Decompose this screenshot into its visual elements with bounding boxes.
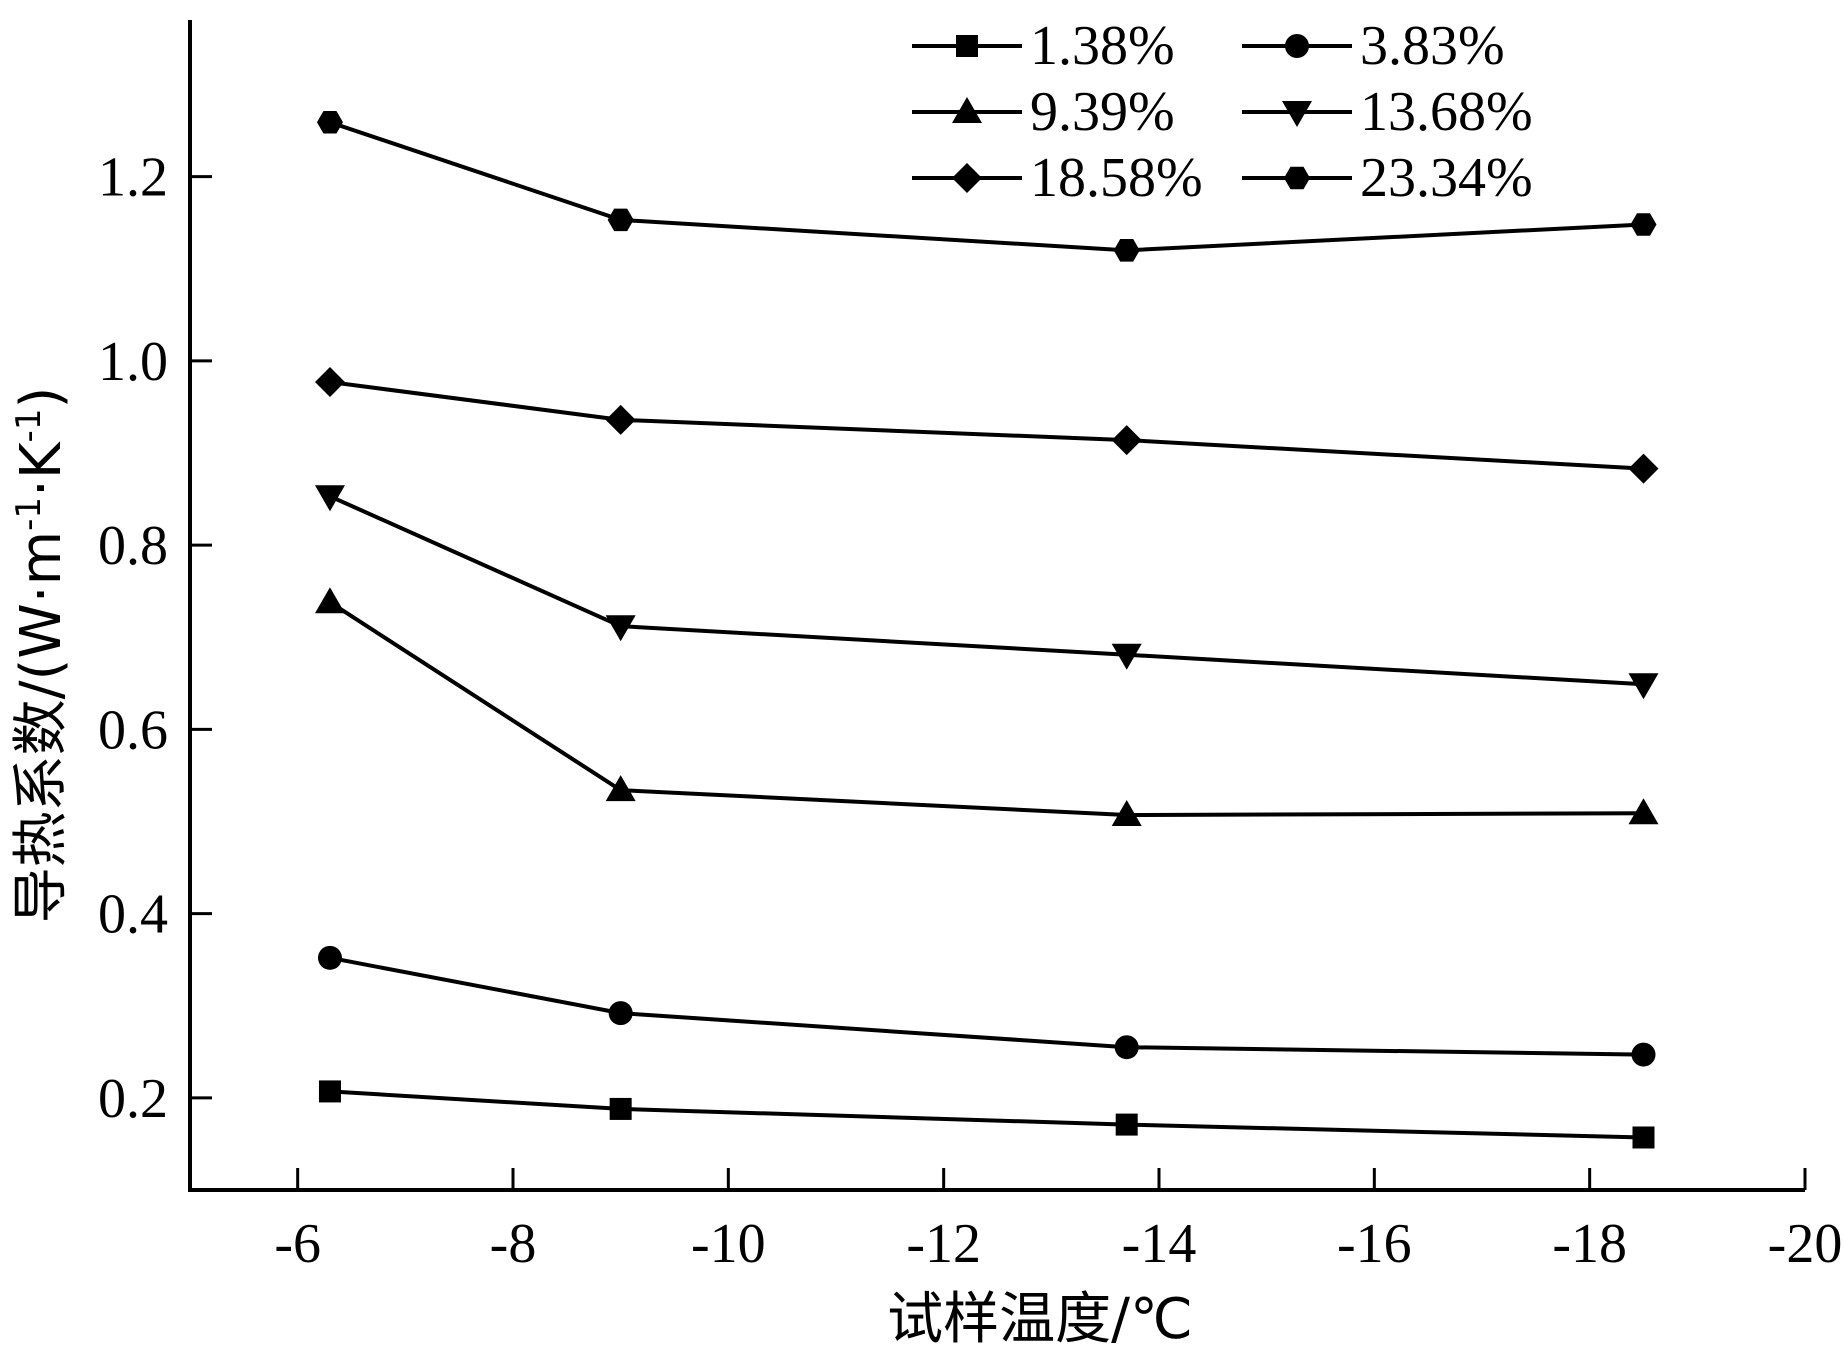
y-tick-label: 0.4	[98, 884, 168, 946]
data-point	[605, 615, 636, 642]
data-point	[1111, 643, 1142, 670]
data-point	[1115, 1113, 1138, 1136]
x-axis-title: 试样温度/℃	[887, 1287, 1193, 1352]
series-layer	[314, 111, 1659, 1149]
x-tick-label: -14	[1122, 1213, 1197, 1275]
legend-label: 13.68%	[1360, 81, 1533, 143]
data-point	[317, 945, 342, 970]
legend-label: 9.39%	[1030, 81, 1175, 143]
legend: 1.38% 3.83% 9.39% 13.68% 18.58% 23.34%	[912, 15, 1533, 209]
data-point	[316, 111, 343, 134]
y-tick-label: 0.2	[98, 1068, 168, 1130]
series-line	[329, 955, 1644, 1057]
series-diamond	[314, 367, 1659, 484]
legend-label: 18.58%	[1030, 147, 1203, 209]
legend-marker	[1282, 101, 1312, 127]
data-point	[1631, 1042, 1656, 1067]
y-tick-label: 1.0	[98, 331, 168, 393]
data-point	[1630, 213, 1657, 236]
data-point	[314, 587, 345, 614]
series-line	[329, 1089, 1644, 1140]
series-line	[328, 600, 1644, 818]
data-point	[609, 1097, 632, 1120]
x-tick-label: -8	[490, 1213, 537, 1275]
legend-item: 1.38%	[912, 15, 1175, 77]
data-point	[605, 775, 636, 802]
series-line	[329, 380, 1644, 471]
legend-item: 18.58%	[912, 147, 1203, 209]
series-line	[329, 494, 1644, 687]
data-point	[607, 208, 634, 232]
data-point	[318, 1080, 341, 1103]
x-tick-label: -16	[1337, 1213, 1412, 1275]
data-point	[314, 367, 345, 398]
legend-marker	[952, 97, 982, 123]
x-tick-label: -12	[906, 1213, 981, 1275]
legend-item: 3.83%	[1242, 15, 1505, 77]
series-square	[318, 1080, 1655, 1149]
data-point	[1632, 1126, 1655, 1149]
legend-item: 13.68%	[1242, 81, 1533, 143]
legend-label: 1.38%	[1030, 15, 1175, 77]
data-point	[1113, 239, 1140, 262]
data-point	[1628, 673, 1659, 700]
series-line	[329, 120, 1644, 253]
x-tick-label: -18	[1552, 1213, 1627, 1275]
data-point	[608, 1001, 633, 1026]
y-axis-title: 导热系数/(W·m-1·K-1)	[9, 387, 74, 924]
data-point	[1111, 425, 1142, 456]
series-triangle-down	[314, 485, 1659, 700]
y-tick-label: 0.6	[98, 699, 168, 761]
data-point	[1111, 800, 1142, 827]
series-triangle-up	[314, 587, 1659, 827]
data-point	[314, 485, 345, 512]
data-point	[1114, 1035, 1139, 1060]
legend-marker	[1285, 34, 1309, 58]
legend-marker	[956, 35, 978, 57]
legend-item: 9.39%	[912, 81, 1175, 143]
data-point	[1628, 453, 1659, 484]
data-point	[1628, 798, 1659, 825]
data-point	[605, 404, 636, 435]
legend-label: 23.34%	[1360, 147, 1533, 209]
axes: -6 -8 -10 -12 -14 -16 -18 -20 0.2 0.4 0.6 0.8 1.0 1.2	[98, 20, 1842, 1275]
series-hexagon	[316, 111, 1657, 262]
x-tick-label: -10	[691, 1213, 766, 1275]
legend-label: 3.83%	[1360, 15, 1505, 77]
axis-frame	[188, 20, 1805, 1192]
legend-marker	[952, 163, 982, 193]
series-circle	[317, 945, 1656, 1067]
legend-marker	[1284, 166, 1310, 190]
y-tick-label: 0.8	[98, 515, 168, 577]
x-tick-label: -6	[274, 1213, 321, 1275]
legend-item: 23.34%	[1242, 147, 1533, 209]
x-tick-label: -20	[1768, 1213, 1843, 1275]
y-tick-label: 1.2	[98, 147, 168, 209]
